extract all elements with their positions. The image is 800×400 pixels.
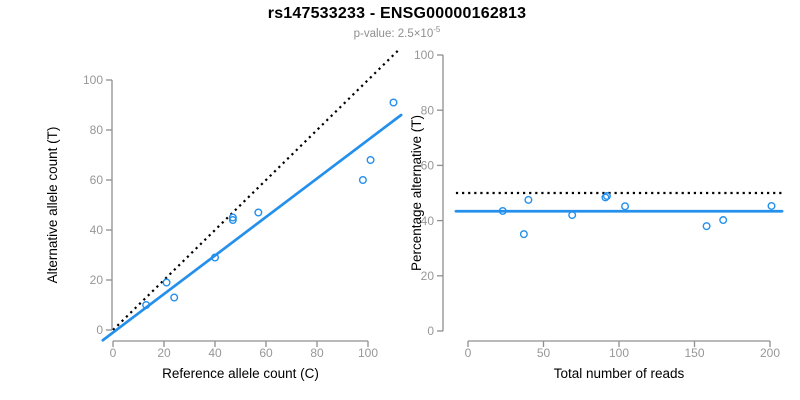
x-tick-label: 150 <box>684 346 704 360</box>
x-tick-label: 100 <box>358 346 378 360</box>
x-tick-label: 80 <box>310 346 324 360</box>
x-tick-label: 0 <box>465 346 472 360</box>
y-tick-label: 100 <box>414 48 434 62</box>
y-tick-label: 40 <box>421 214 435 228</box>
y-tick-label: 20 <box>90 273 104 287</box>
data-point <box>719 216 728 225</box>
data-point <box>602 192 611 201</box>
data-point <box>389 98 398 107</box>
data-point <box>162 278 171 287</box>
data-point <box>210 253 219 262</box>
allele-count-scatter-panel: 0 20 40 60 80 100 0 20 40 60 80 100 Reference allele… <box>45 49 403 381</box>
x-tick-label: 100 <box>609 346 629 360</box>
fit-line <box>101 113 403 342</box>
x-axis-title: Reference allele count (C) <box>162 366 319 381</box>
data-point <box>568 211 577 220</box>
percentage-scatter-panel: 0 20 40 60 80 100 0 50 100 150 200 Total number of … <box>409 48 784 381</box>
y-tick-label: 20 <box>421 269 435 283</box>
y-tick-label: 0 <box>427 324 434 338</box>
data-point <box>621 202 630 211</box>
x-tick-label: 40 <box>208 346 222 360</box>
y-axis-title: Alternative allele count (T) <box>45 127 60 284</box>
data-point <box>601 193 610 202</box>
data-point <box>767 201 776 210</box>
x-tick-label: 0 <box>110 346 117 360</box>
data-point <box>170 293 179 302</box>
identity-line <box>112 49 400 331</box>
y-tick-label: 60 <box>421 159 435 173</box>
y-tick-label: 0 <box>96 323 103 337</box>
data-point <box>142 301 151 310</box>
data-point <box>524 195 533 204</box>
x-tick-label: 60 <box>259 346 273 360</box>
data-point <box>358 175 367 184</box>
y-axis-title: Percentage alternative (T) <box>409 115 424 271</box>
y-tick-label: 40 <box>90 223 104 237</box>
pvalue-label: p-value: <box>353 27 398 40</box>
x-tick-label: 200 <box>760 346 780 360</box>
figure-subtitle: p-value: 2.5×10-5 <box>0 25 794 40</box>
x-tick-label: 20 <box>157 346 171 360</box>
data-point <box>228 215 237 224</box>
pvalue-exponent: -5 <box>433 25 441 34</box>
pvalue-mantissa: 2.5×10 <box>397 27 434 40</box>
x-axis-title: Total number of reads <box>554 366 685 381</box>
data-point <box>702 222 711 231</box>
figure-title: rs147533233 - ENSG00000162813 <box>267 5 527 22</box>
data-point <box>254 208 263 217</box>
y-tick-label: 80 <box>421 103 435 117</box>
y-tick-label: 80 <box>90 123 104 137</box>
data-point <box>366 155 375 164</box>
y-tick-label: 60 <box>90 173 104 187</box>
data-point <box>519 230 528 239</box>
y-tick-label: 100 <box>83 73 103 87</box>
data-point <box>498 206 507 215</box>
x-tick-label: 50 <box>537 346 551 360</box>
data-point <box>228 213 237 222</box>
